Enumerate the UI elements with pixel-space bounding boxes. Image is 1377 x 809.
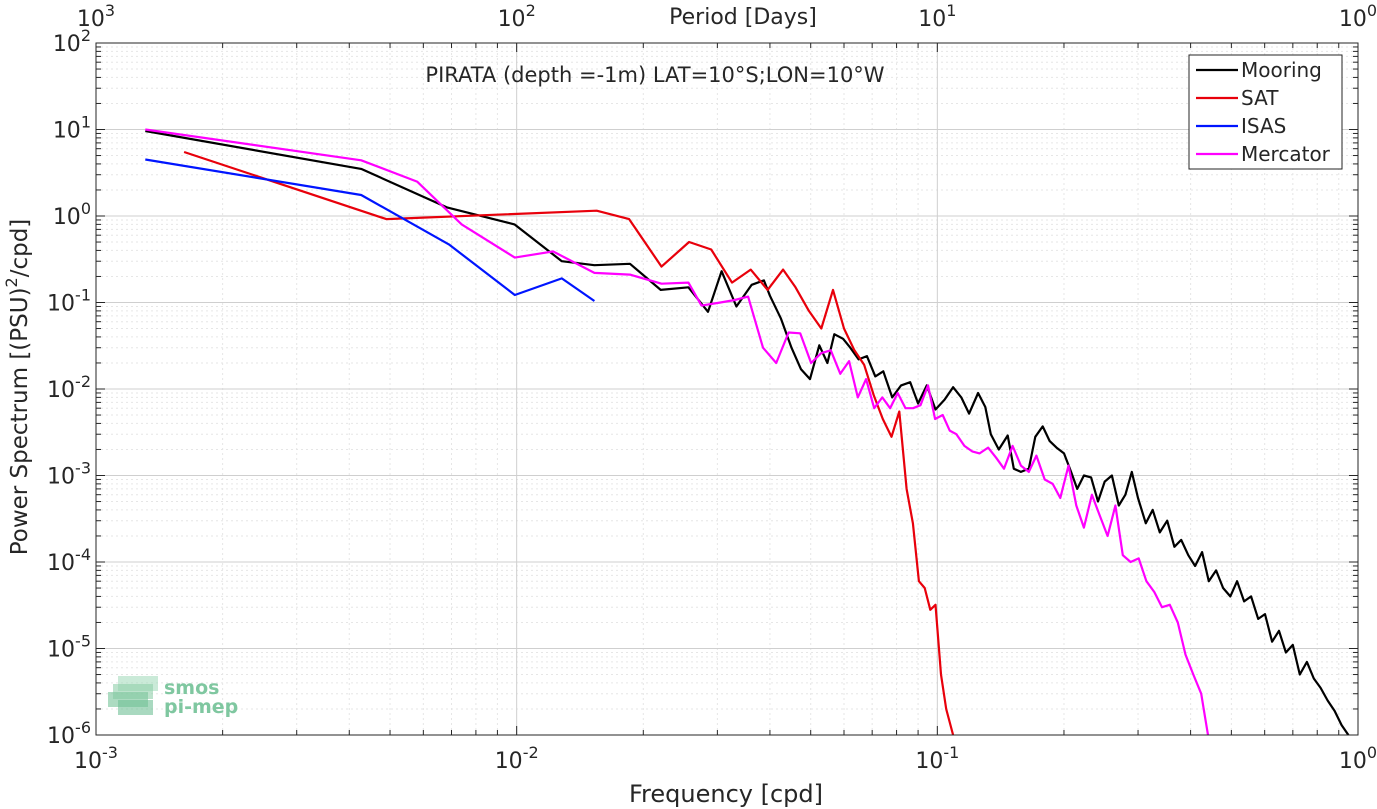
logo-mark-icon (108, 676, 158, 715)
x-tick-label-exponent: 0 (1367, 743, 1377, 762)
series-line-mooring (145, 129, 1350, 736)
y-axis-label: Power Spectrum [(PSU)2/cpd] (2, 219, 33, 556)
series-line-sat (183, 150, 955, 736)
top-tick-label: 102 (498, 1, 536, 32)
y-tick-label-exponent: -6 (75, 718, 91, 737)
y-tick-label-exponent: 0 (81, 199, 91, 218)
top-tick-label: 103 (77, 1, 115, 32)
legend-label-sat: SAT (1241, 86, 1279, 110)
legend-label-isas: ISAS (1241, 114, 1286, 138)
x-tick-label: 10-3 (74, 743, 118, 774)
y-tick-label-exponent: -2 (75, 372, 91, 391)
top-tick-label-exponent: 3 (105, 1, 115, 20)
legend-label-mercator: Mercator (1241, 142, 1331, 166)
top-tick-label-base: 10 (77, 7, 105, 32)
x-tick-label-base: 10 (1339, 749, 1367, 774)
top-tick-label-base: 10 (918, 7, 946, 32)
y-axis-label-exponent: 2 (2, 277, 21, 287)
top-axis-label: Period [Days] (669, 5, 817, 30)
smos-pi-mep-logo: smos pi-mep (108, 676, 238, 718)
y-tick-label: 10-1 (47, 286, 91, 317)
y-tick-label-base: 10 (47, 551, 75, 576)
y-tick-label-base: 10 (53, 205, 81, 230)
series-line-mercator (145, 128, 1210, 736)
y-tick-label: 10-6 (47, 718, 91, 749)
axes (95, 42, 1359, 736)
top-tick-label: 101 (918, 1, 956, 32)
y-axis-label-tail: /cpd] (7, 219, 33, 278)
y-tick-label-base: 10 (53, 119, 81, 144)
top-tick-label: 100 (1339, 1, 1377, 32)
y-tick-label-exponent: -5 (75, 632, 91, 651)
logo-text-pimep: pi-mep (164, 696, 238, 718)
top-tick-label-base: 10 (1339, 7, 1367, 32)
top-tick-label-exponent: 0 (1367, 1, 1377, 20)
x-tick-label-base: 10 (74, 749, 102, 774)
y-tick-label-exponent: -1 (75, 286, 91, 305)
x-tick-label-exponent: -3 (102, 743, 118, 762)
x-tick-label: 10-1 (915, 743, 959, 774)
x-tick-label: 10-2 (495, 743, 539, 774)
x-tick-label-exponent: -2 (523, 743, 539, 762)
series-lines (145, 128, 1350, 736)
logo-text-smos: smos (164, 677, 219, 699)
x-tick-label-base: 10 (915, 749, 943, 774)
legend-box (1188, 54, 1343, 170)
y-tick-label: 101 (53, 113, 91, 144)
y-tick-label-base: 10 (47, 724, 75, 749)
y-tick-label: 10-3 (47, 459, 91, 490)
y-tick-label: 10-2 (47, 372, 91, 403)
y-tick-label: 10-5 (47, 632, 91, 663)
y-tick-label: 102 (53, 26, 91, 57)
grid (95, 42, 1359, 736)
y-tick-label-exponent: -3 (75, 459, 91, 478)
x-axis-label: Frequency [cpd] (629, 780, 823, 808)
tick-labels: 10-3 10-2 10-1 10010-610-510-410-310-210-11… (47, 1, 1377, 774)
x-tick-label: 100 (1339, 743, 1377, 774)
y-tick-label-base: 10 (47, 638, 75, 663)
x-tick-label-exponent: -1 (943, 743, 959, 762)
top-tick-label-exponent: 1 (946, 1, 956, 20)
y-tick-label: 10-4 (47, 545, 91, 576)
y-tick-label-base: 10 (47, 292, 75, 317)
legend: Mooring SAT ISAS Mercator (1188, 54, 1343, 170)
y-tick-label-exponent: 1 (81, 113, 91, 132)
top-tick-label-exponent: 2 (526, 1, 536, 20)
y-axis-label-main: Power Spectrum [(PSU) (7, 287, 33, 555)
y-tick-label-exponent: -4 (75, 545, 91, 564)
legend-label-mooring: Mooring (1241, 58, 1322, 82)
y-tick-label-base: 10 (53, 32, 81, 57)
series-line-isas (145, 158, 596, 302)
y-tick-label-base: 10 (47, 378, 75, 403)
chart-title: PIRATA (depth =-1m) LAT=10°S;LON=10°W (425, 63, 884, 87)
x-tick-label-base: 10 (495, 749, 523, 774)
y-tick-label-exponent: 2 (81, 26, 91, 45)
top-tick-label-base: 10 (498, 7, 526, 32)
y-tick-label-base: 10 (47, 465, 75, 490)
y-tick-label: 100 (53, 199, 91, 230)
